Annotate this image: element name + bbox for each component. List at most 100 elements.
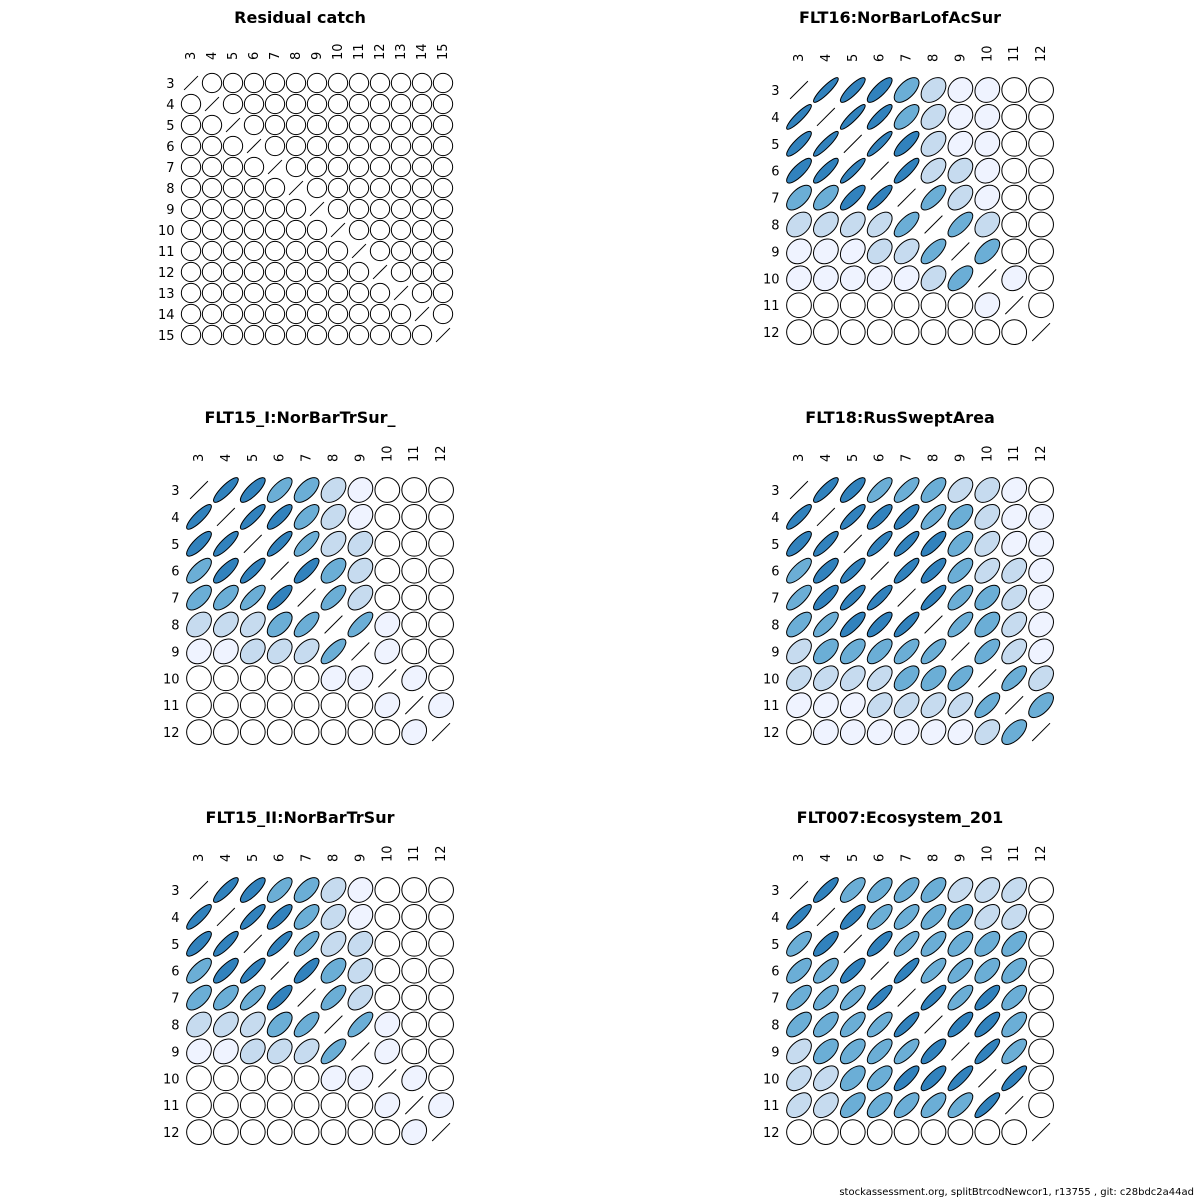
- diagonal-mark: [225, 117, 241, 133]
- correlation-ellipse: [213, 584, 239, 611]
- correlation-ellipse: [390, 240, 412, 262]
- correlation-ellipse: [374, 984, 401, 1011]
- correlation-ellipse: [213, 1119, 239, 1145]
- diagonal-mark: [789, 80, 809, 100]
- column-label: 11: [1007, 845, 1022, 862]
- correlation-ellipse: [920, 1065, 947, 1092]
- correlation-ellipse: [186, 1119, 212, 1145]
- correlation-ellipse: [327, 177, 349, 199]
- correlation-ellipse: [222, 219, 244, 241]
- correlation-ellipse: [285, 93, 307, 115]
- correlation-ellipse: [369, 240, 391, 262]
- correlation-ellipse: [285, 261, 307, 283]
- correlation-ellipse: [293, 638, 320, 665]
- row-label: 3: [171, 884, 179, 899]
- correlation-ellipse: [264, 135, 286, 157]
- correlation-ellipse: [374, 611, 401, 638]
- correlation-ellipse: [786, 692, 812, 719]
- diagonal-mark: [870, 161, 889, 180]
- correlation-ellipse: [920, 292, 947, 319]
- correlation-ellipse: [947, 530, 974, 557]
- correlation-ellipse: [180, 324, 202, 346]
- correlation-ellipse: [293, 557, 320, 584]
- diagonal-mark: [216, 907, 236, 927]
- correlation-ellipse: [222, 282, 244, 304]
- diagonal-mark: [843, 534, 863, 554]
- correlation-ellipse: [974, 957, 1001, 984]
- correlation-ellipse: [264, 198, 286, 220]
- row-label: 7: [771, 592, 779, 607]
- correlation-ellipse: [893, 719, 920, 745]
- column-label: 14: [415, 43, 430, 60]
- correlation-ellipse: [839, 211, 866, 238]
- panel-3: FLT15_I:NorBarTrSur_ 3 3 4 4 5 5 6 6 7 7 8 8 9 9 10 10 11…: [163, 408, 454, 745]
- correlation-ellipse: [213, 1092, 239, 1119]
- correlation-ellipse: [320, 638, 347, 665]
- correlation-ellipse: [947, 1119, 974, 1145]
- correlation-ellipse: [401, 957, 428, 984]
- correlation-ellipse: [947, 1011, 974, 1038]
- row-label: 5: [166, 119, 174, 134]
- correlation-ellipse: [347, 719, 374, 745]
- correlation-ellipse: [348, 135, 370, 157]
- correlation-ellipse: [293, 1065, 320, 1092]
- correlation-ellipse: [266, 877, 293, 903]
- correlation-ellipse: [293, 1038, 320, 1065]
- correlation-ellipse: [866, 77, 893, 103]
- row-label: 11: [158, 245, 175, 260]
- correlation-ellipse: [327, 261, 349, 283]
- correlation-ellipse: [374, 692, 401, 719]
- row-label: 6: [171, 965, 179, 980]
- correlation-ellipse: [920, 930, 947, 957]
- correlation-ellipse: [1001, 211, 1028, 238]
- correlation-ellipse: [374, 557, 401, 584]
- correlation-ellipse: [222, 303, 244, 325]
- correlation-ellipse: [401, 1065, 428, 1092]
- row-label: 9: [171, 645, 179, 660]
- correlation-ellipse: [813, 319, 839, 345]
- correlation-ellipse: [920, 1119, 947, 1145]
- correlation-ellipse: [974, 611, 1001, 638]
- correlation-ellipse: [1028, 238, 1054, 265]
- correlation-ellipse: [947, 665, 974, 692]
- correlation-ellipse: [306, 324, 328, 346]
- diagonal-mark: [189, 880, 209, 900]
- diagonal-mark: [431, 1122, 451, 1142]
- correlation-ellipse: [813, 957, 839, 984]
- correlation-ellipse: [266, 1065, 293, 1092]
- correlation-ellipse: [243, 93, 265, 115]
- correlation-ellipse: [866, 904, 893, 930]
- correlation-ellipse: [786, 557, 812, 584]
- correlation-ellipse: [347, 877, 374, 903]
- diagonal-mark: [1004, 695, 1024, 715]
- correlation-ellipse: [1028, 104, 1054, 130]
- correlation-ellipse: [285, 282, 307, 304]
- correlation-ellipse: [201, 177, 223, 199]
- correlation-ellipse: [320, 1092, 347, 1119]
- correlation-ellipse: [401, 930, 428, 957]
- correlation-ellipse: [411, 282, 433, 304]
- correlation-ellipse: [813, 238, 839, 265]
- correlation-ellipse: [306, 93, 328, 115]
- correlation-ellipse: [428, 1065, 454, 1092]
- diagonal-mark: [951, 242, 970, 261]
- correlation-ellipse: [243, 324, 265, 346]
- correlation-ellipse: [239, 477, 266, 503]
- correlation-ellipse: [813, 157, 839, 184]
- column-label: 9: [953, 454, 968, 462]
- correlation-ellipse: [920, 584, 947, 611]
- correlation-ellipse: [293, 1092, 320, 1119]
- correlation-ellipse: [1001, 719, 1028, 745]
- correlation-ellipse: [866, 984, 893, 1011]
- row-label: 5: [171, 938, 179, 953]
- panel-1: Residual catch33445566778899101011111212…: [158, 8, 454, 346]
- row-label: 8: [771, 619, 779, 634]
- correlation-ellipse: [222, 240, 244, 262]
- correlation-ellipse: [974, 584, 1001, 611]
- row-label: 6: [771, 965, 779, 980]
- correlation-ellipse: [813, 665, 839, 692]
- correlation-ellipse: [866, 184, 893, 211]
- correlation-ellipse: [401, 904, 428, 930]
- correlation-ellipse: [866, 1119, 893, 1145]
- diagonal-mark: [978, 669, 997, 688]
